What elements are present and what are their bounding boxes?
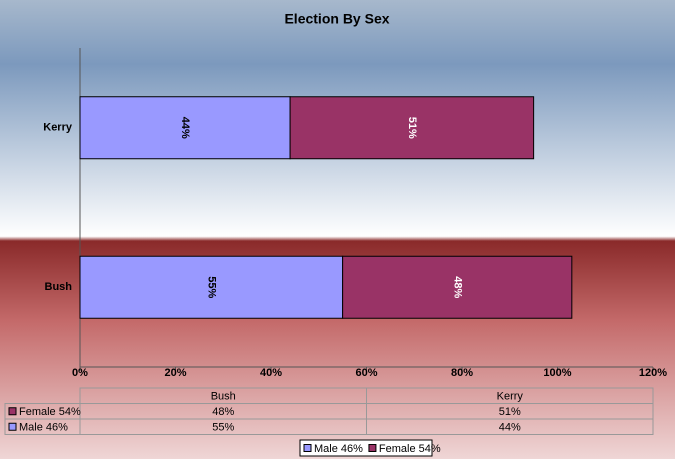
table-key [8,407,17,416]
y-tick-label: Bush [45,281,73,293]
table-cell: 55% [212,422,234,434]
table-header: Kerry [497,391,524,403]
table-row-label: Male 46% [19,422,68,434]
x-tick-label: 100% [543,367,571,379]
legend [299,439,433,457]
value-label: 55% [205,276,217,298]
chart-title: Election By Sex [284,11,389,27]
x-tick-label: 60% [355,367,377,379]
x-tick-label: 0% [72,367,88,379]
bar [342,255,573,319]
table-header: Bush [211,391,236,403]
legend-label: Female 54% [379,443,441,455]
x-tick-label: 120% [639,367,667,379]
table-cell: 51% [499,406,521,418]
table-key [8,422,17,431]
table-cell: 48% [212,406,234,418]
table-cell: 44% [499,422,521,434]
legend-key [303,444,312,452]
value-label: 48% [451,276,463,298]
x-tick-label: 20% [164,367,186,379]
bar [289,96,535,160]
x-tick-label: 80% [451,367,473,379]
legend-key [368,444,377,452]
table-row-label: Female 54% [19,406,81,418]
bar [79,96,291,160]
y-tick-label: Kerry [43,122,73,134]
value-label: 44% [179,117,191,139]
legend-label: Male 46% [314,443,363,455]
value-label: 51% [406,117,418,139]
x-tick-label: 40% [260,367,282,379]
